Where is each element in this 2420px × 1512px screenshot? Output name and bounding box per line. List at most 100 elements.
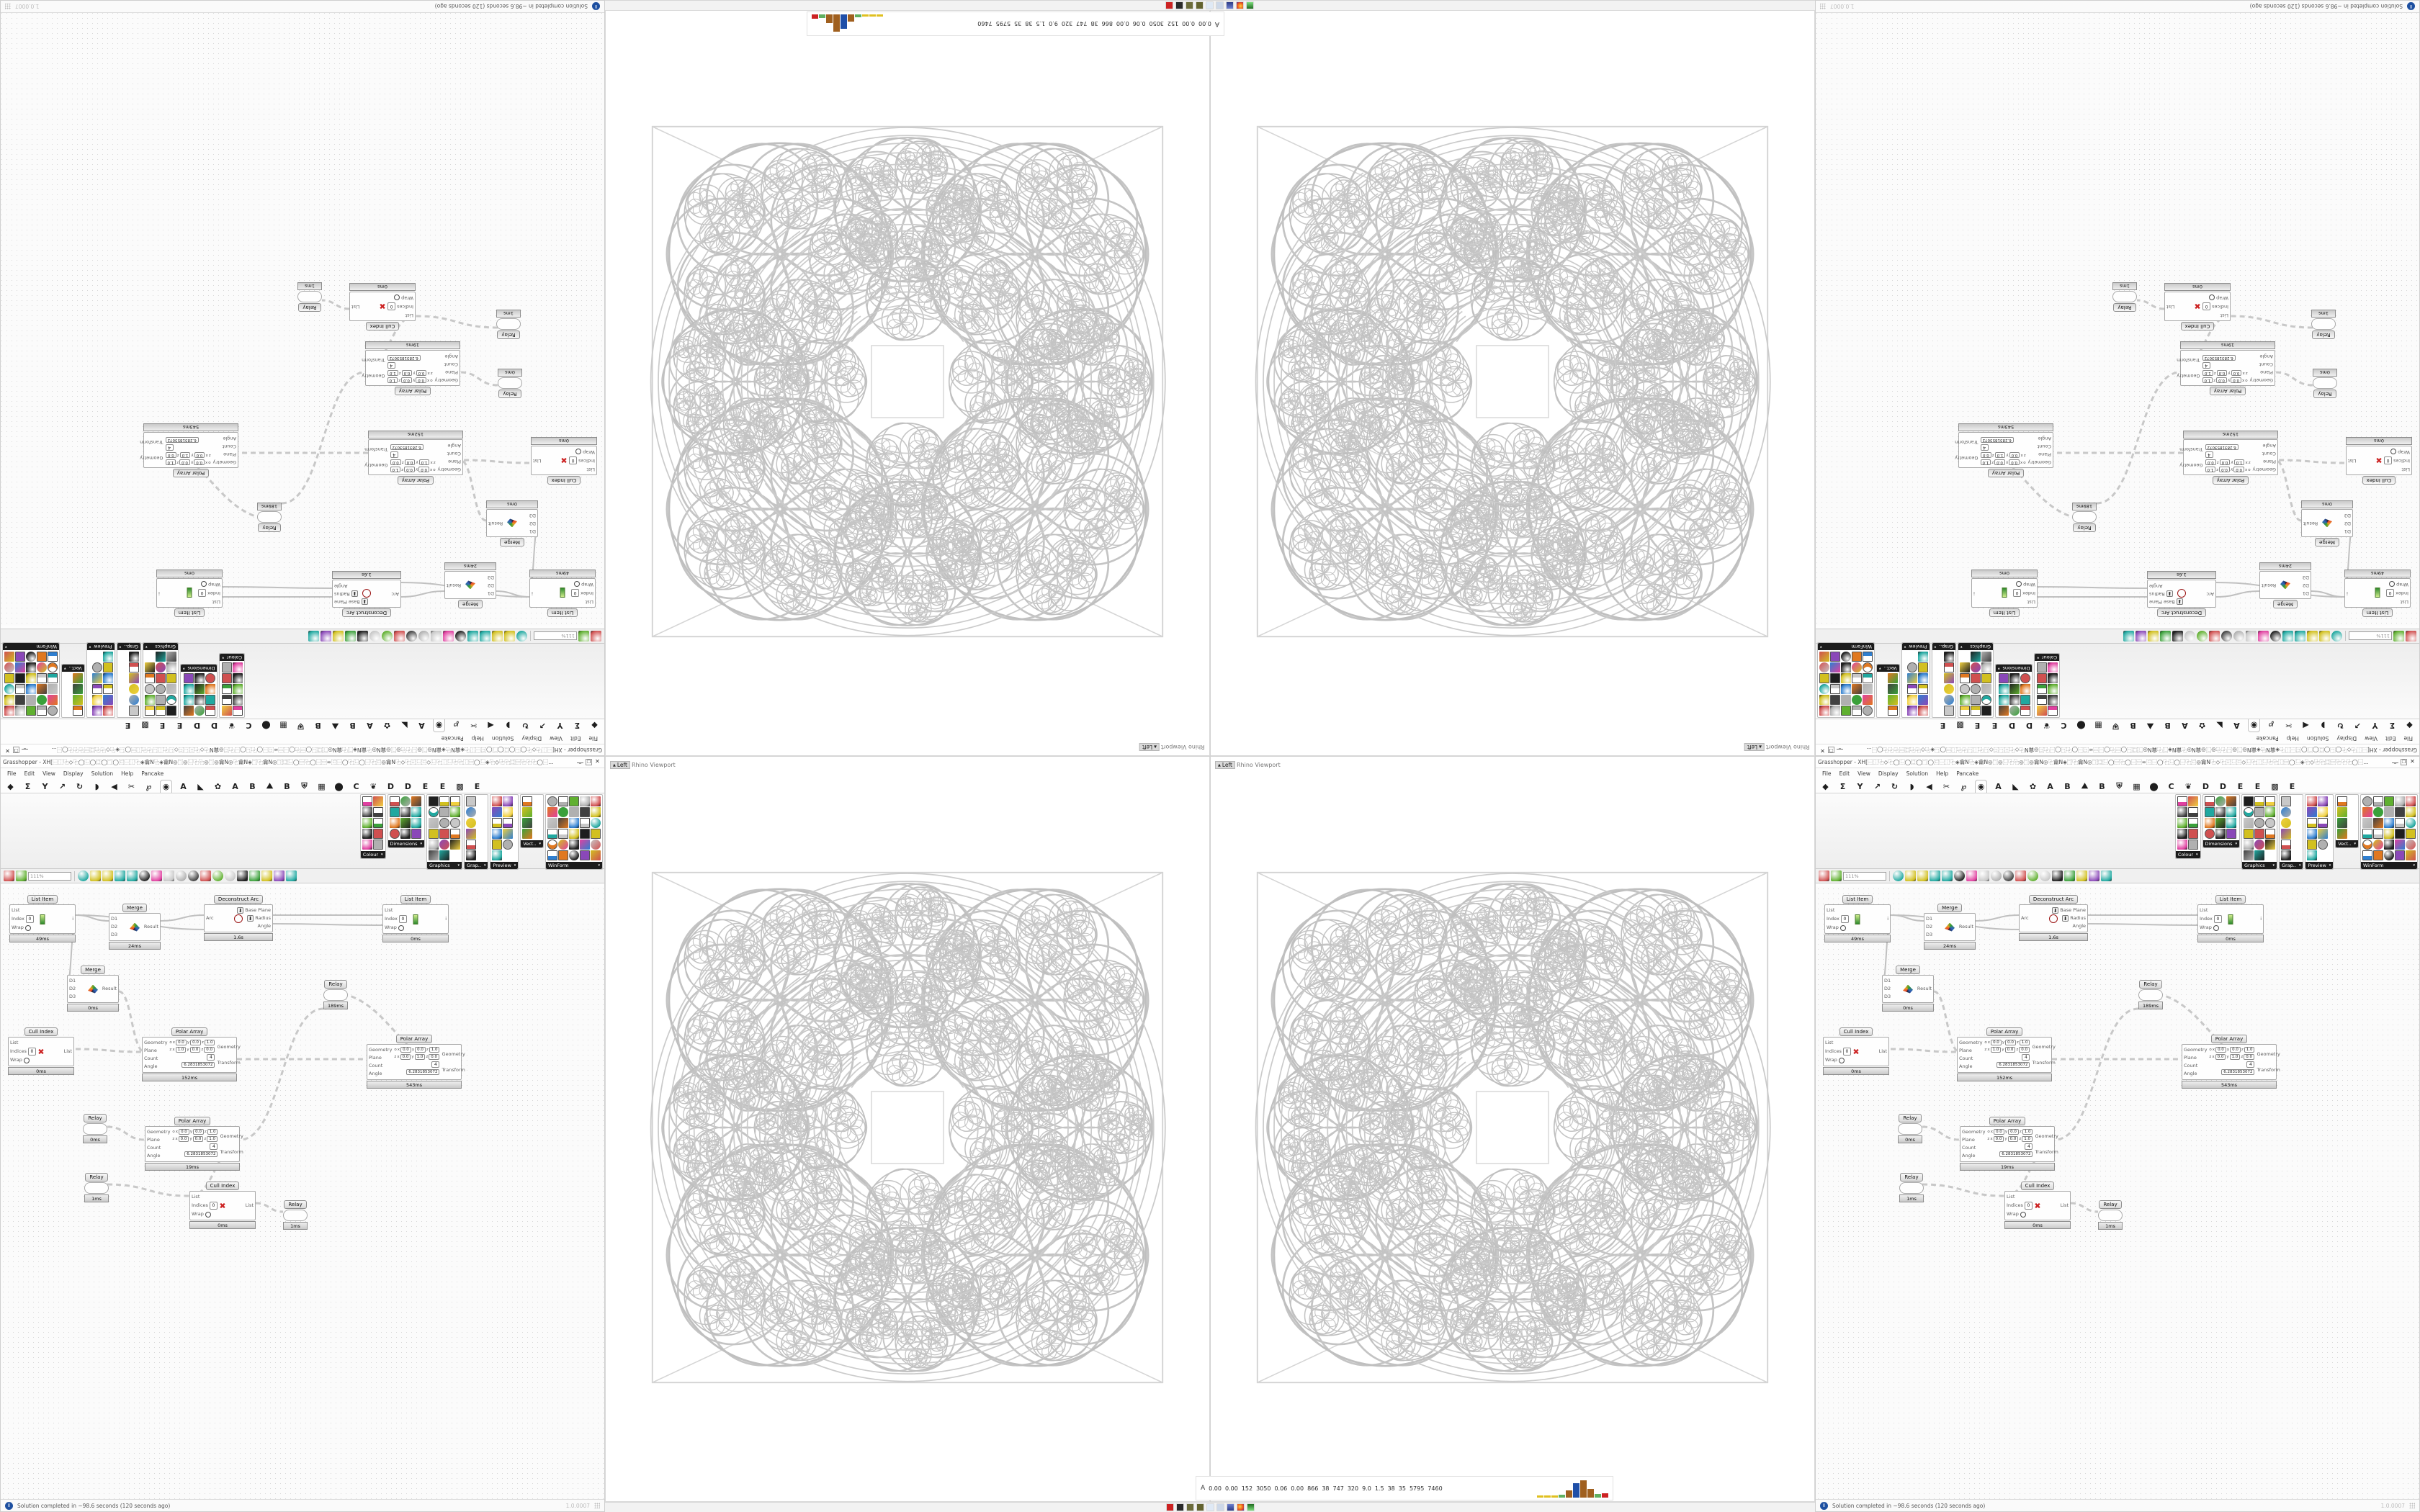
ribbon-icon[interactable] bbox=[1852, 695, 1862, 705]
ribbon-tab-5[interactable]: ◗ bbox=[1909, 781, 1914, 791]
node-outputs[interactable]: Result bbox=[143, 914, 160, 940]
node-title[interactable]: Relay bbox=[2139, 980, 2162, 989]
title-bar[interactable]: Grasshopper - XH[⿱⿰⿻◇⿻◯⿺◯⿴◯⿹◯⿷⿱⿰⿻◈⿕N⿻◈⿕N… bbox=[1816, 744, 2419, 755]
node-outputs[interactable]: i bbox=[444, 905, 448, 933]
ribbon-group-label[interactable]: Colour ▾ bbox=[220, 654, 245, 661]
node-title[interactable]: Relay bbox=[324, 980, 347, 989]
ribbon-icon[interactable] bbox=[2243, 850, 2254, 860]
ribbon-icon[interactable] bbox=[362, 818, 372, 828]
plane-o-z[interactable]: 1.0 bbox=[387, 377, 398, 383]
menu-item-display[interactable]: Display bbox=[2336, 735, 2357, 742]
count-value[interactable]: 4 bbox=[431, 1061, 440, 1068]
ribbon-icon[interactable] bbox=[72, 673, 83, 683]
ribbon-tab-13[interactable]: A bbox=[2182, 721, 2188, 731]
plane-z-y[interactable]: 1.0 bbox=[2229, 1054, 2241, 1060]
paint-icon[interactable] bbox=[2307, 631, 2318, 642]
node-param[interactable]: List bbox=[533, 457, 541, 464]
ribbon-group-icons[interactable] bbox=[1996, 672, 2032, 717]
node-param[interactable]: Wrap bbox=[1825, 1057, 1845, 1063]
ribbon-icon[interactable] bbox=[558, 840, 568, 850]
grasshopper-window-bottom-right[interactable]: Grasshopper - XH[⿱⿰⿻◇⿻◯⿺◯⿴◯⿹◯⿷⿱⿰⿻◈⿕N⿻◈⿕N… bbox=[1815, 756, 2420, 1512]
boolean-toggle-icon[interactable] bbox=[2389, 581, 2396, 588]
node-param[interactable]: Count bbox=[144, 1056, 158, 1062]
ribbon-icon[interactable] bbox=[522, 829, 533, 839]
taskbar-app-olive2-icon[interactable] bbox=[1196, 1503, 1204, 1511]
ribbon-icon[interactable] bbox=[2009, 695, 2020, 705]
node-param[interactable]: D3 bbox=[111, 932, 117, 938]
node-param[interactable]: Plane bbox=[1959, 1048, 1972, 1054]
node-inputs[interactable]: List Index 0 Wrap bbox=[197, 579, 222, 607]
node-param[interactable]: D1 bbox=[111, 916, 117, 922]
node-outputs[interactable]: Result bbox=[445, 572, 462, 598]
ribbon-icon[interactable] bbox=[129, 684, 140, 694]
ribbon-group-icons[interactable] bbox=[3, 650, 59, 717]
ribbon-icon[interactable] bbox=[205, 695, 216, 705]
plane-widget[interactable]: o x 0.0 y 0.0 z 1.0 z x 0.0 y 0.0 z 1.0 4 6.2831853072 bbox=[2202, 351, 2249, 385]
node-inputs[interactable]: Geometry Plane Count Angle bbox=[212, 433, 238, 467]
ribbon-tab-strip[interactable]: ◆ Σ Y ↗ ↻ ◗ ◀ ✂ ℘ ◉ A ◣ ✿ A B ⛰ B ⛨ ▦ ⬤ C ❦ D D E E ▩ E bbox=[1, 719, 604, 733]
plane-o-z[interactable]: 1.0 bbox=[2019, 1040, 2030, 1045]
relay-body[interactable] bbox=[2072, 511, 2097, 523]
boolean-toggle-icon[interactable] bbox=[2209, 294, 2215, 301]
shade3-icon[interactable] bbox=[2172, 631, 2183, 642]
node-inputs[interactable]: List Indices 0 Wrap bbox=[2201, 292, 2230, 320]
ribbon-tab-strip[interactable]: ◆ Σ Y ↗ ↻ ◗ ◀ ✂ ℘ ◉ A ◣ ✿ A B ⛰ B ⛨ ▦ ⬤ C ❦ D D E E ▩ E bbox=[1816, 779, 2419, 793]
ribbon-icon[interactable] bbox=[1917, 673, 1928, 683]
ribbon-tab-14[interactable]: B bbox=[2064, 781, 2071, 791]
node-param[interactable]: Result bbox=[1959, 924, 1973, 930]
shade3-icon[interactable] bbox=[2052, 870, 2063, 881]
ribbon-group-icons[interactable] bbox=[2336, 795, 2358, 840]
node-param[interactable]: Geometry bbox=[364, 462, 387, 469]
node-param[interactable]: Angle bbox=[1962, 1153, 1976, 1159]
ribbon-icon[interactable] bbox=[449, 829, 460, 839]
angle-value[interactable]: 6.2831853072 bbox=[2202, 355, 2236, 361]
ribbon-icon[interactable] bbox=[1841, 684, 1851, 694]
ribbon-icon[interactable] bbox=[91, 662, 102, 672]
ribbon-group-icons[interactable] bbox=[388, 795, 424, 840]
plane-o-z[interactable]: 1.0 bbox=[2205, 467, 2216, 472]
ribbon-tab-1[interactable]: Σ bbox=[24, 781, 31, 791]
ribbon-group-icons[interactable] bbox=[1818, 650, 1874, 717]
count-row[interactable]: 4 bbox=[2205, 451, 2251, 458]
menu-item-display[interactable]: Display bbox=[1878, 770, 1899, 777]
taskbar-app-dark-icon[interactable] bbox=[1175, 1, 1184, 9]
index-slider-icon[interactable] bbox=[2375, 588, 2380, 598]
ribbon-icon[interactable] bbox=[2177, 796, 2187, 806]
ribbon-group-label[interactable]: Vect.. ▾ bbox=[2336, 840, 2358, 847]
node-body[interactable]: Geometry Plane Count Angle o x 0.0 y 0.0 z 1.0 z x 1.… bbox=[142, 1037, 241, 1073]
ribbon-icon[interactable] bbox=[503, 840, 514, 850]
ribbon-icon[interactable] bbox=[2020, 684, 2031, 694]
bake-icon[interactable] bbox=[2295, 631, 2305, 642]
index-value[interactable]: 0 bbox=[198, 589, 207, 597]
ribbon-icon[interactable] bbox=[1819, 684, 1829, 694]
ribbon-icon[interactable] bbox=[449, 796, 460, 806]
plane-row-z[interactable]: z x 0.0 y 0.0 z 1.0 bbox=[1987, 1136, 2033, 1142]
shade6-icon[interactable] bbox=[2136, 631, 2146, 642]
node-outputs[interactable]: Result bbox=[1958, 914, 1975, 940]
ribbon-tab-27[interactable]: E bbox=[2289, 781, 2295, 791]
chevron-down-icon[interactable]: ▾ bbox=[2329, 863, 2331, 868]
ribbon-icon[interactable] bbox=[547, 796, 557, 806]
grasshopper-window-top-left[interactable]: Grasshopper - XH[⿱⿰⿻◇⿻◯⿺◯⿴◯⿹◯⿷⿱⿰⿻◈⿕N⿻◈⿕N… bbox=[0, 0, 605, 756]
shade7-icon[interactable] bbox=[308, 631, 319, 642]
ribbon-icon[interactable] bbox=[1841, 652, 1851, 662]
plane-row-o[interactable]: o x 0.0 y 0.0 z 1.0 bbox=[390, 467, 436, 472]
node-param[interactable]: ⬇ Radius bbox=[247, 915, 271, 922]
ribbon-icon[interactable] bbox=[2037, 695, 2048, 705]
plane-z-x[interactable]: 0.0 bbox=[2215, 1054, 2226, 1060]
ribbon-icon[interactable] bbox=[1852, 706, 1862, 716]
node-param[interactable]: Transform bbox=[1955, 439, 1978, 446]
node-body[interactable]: Geometry Plane Count Angle o x 0.0 y 0.0 z 1.0 z x 0.… bbox=[145, 1126, 243, 1162]
node-param[interactable]: Indices 0 bbox=[2384, 456, 2410, 464]
node-param[interactable]: List bbox=[2200, 907, 2208, 914]
node-inputs[interactable]: List Indices 0 Wrap bbox=[2005, 1192, 2034, 1220]
node-inputs[interactable]: Geometry Plane Count Angle bbox=[2249, 351, 2275, 385]
chevron-down-icon[interactable]: ▾ bbox=[457, 863, 460, 868]
node-param[interactable]: Transform bbox=[2179, 446, 2202, 453]
ribbon-icon[interactable] bbox=[166, 652, 177, 662]
ribbon-icon[interactable] bbox=[1971, 662, 1981, 672]
ribbon-icon[interactable] bbox=[2009, 673, 2020, 683]
plane-o-y[interactable]: 0.0 bbox=[2216, 377, 2227, 383]
ribbon-tab-24[interactable]: E bbox=[1991, 721, 1998, 731]
node-param[interactable]: Geometry bbox=[2177, 373, 2200, 379]
